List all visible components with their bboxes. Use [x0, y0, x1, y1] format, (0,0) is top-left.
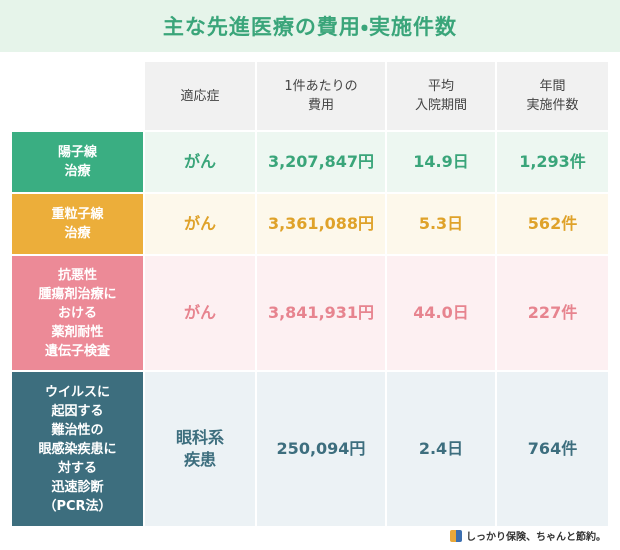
- logo-text: しっかり保険、ちゃんと節約。: [466, 532, 606, 543]
- table-cell-line: 5.3日: [418, 214, 464, 233]
- table-cell-line: がん: [183, 303, 216, 322]
- row-label: 重粒子線 治療: [12, 194, 143, 254]
- table-cell-line: 1,293件: [519, 152, 586, 171]
- table-cell: 3,841,931円: [257, 256, 385, 370]
- table-cell: 3,207,847円: [257, 132, 385, 192]
- row-label-line: 眼感染疾患に: [38, 441, 117, 457]
- table-cell: 44.0日: [387, 256, 495, 370]
- row-label: 抗悪性腫瘍剤治療に おける薬剤耐性遺伝子検査: [12, 256, 143, 370]
- header-cell: 年間 実施件数: [497, 62, 608, 130]
- row-label-line: 起因する: [51, 403, 104, 419]
- table-cell-line: 250,094円: [276, 439, 366, 458]
- row-label-line: 難治性の: [51, 422, 104, 438]
- table-cell-line: 764件: [527, 439, 578, 458]
- table-cell-line: 眼科系: [175, 428, 224, 447]
- table-cell-line: 疾患: [183, 450, 216, 469]
- table-cell-line: 14.9日: [413, 152, 469, 171]
- table-cell-line: 2.4日: [418, 439, 464, 458]
- table-cell-line: 44.0日: [413, 303, 469, 322]
- row-label-line: 治療: [64, 164, 91, 179]
- header-cell-line: 実施件数: [526, 98, 579, 113]
- table-cell: 1,293件: [497, 132, 608, 192]
- title: 主な先進医療の費用・実施件数: [0, 0, 620, 52]
- header-cell-line: 入院期間: [414, 98, 467, 113]
- table-cell: 250,094円: [257, 372, 385, 526]
- table-cell: 3,361,088円: [257, 194, 385, 254]
- table-cell-line: 227件: [527, 303, 578, 322]
- header-cell: 適応症: [145, 62, 255, 130]
- logo: しっかり保険、ちゃんと節約。: [450, 528, 606, 543]
- header-cell-line: 適応症: [180, 88, 220, 104]
- table-cell: がん: [145, 132, 255, 192]
- table-cell: 562件: [497, 194, 608, 254]
- row-label-line: 治療: [64, 226, 91, 241]
- row-label-line: 腫瘍剤治療に: [38, 286, 117, 302]
- row-label-line: （PCR法）: [43, 498, 112, 514]
- row-label-line: 薬剤耐性: [51, 324, 104, 340]
- table-cell: がん: [145, 256, 255, 370]
- row-label-line: おける: [57, 305, 97, 321]
- table-cell: 眼科系 疾患: [145, 372, 255, 526]
- table-cell: がん: [145, 194, 255, 254]
- table-cell-line: 562件: [527, 214, 578, 233]
- table-cell: 764件: [497, 372, 608, 526]
- table-cell-line: 3,207,847円: [267, 152, 375, 171]
- header-cell-line: 平均: [427, 79, 454, 94]
- row-label: ウイルスに起因する難治性の眼感染疾患に 対する迅速診断 （PCR法）: [12, 372, 143, 526]
- row-label-line: 重粒子線: [51, 207, 104, 222]
- table-cell-line: がん: [183, 152, 216, 171]
- row-label-line: 迅速診断: [51, 479, 104, 495]
- table-cell-line: がん: [183, 214, 216, 233]
- table-cell: 227件: [497, 256, 608, 370]
- row-label-line: 陽子線: [57, 145, 97, 160]
- table-cell: 5.3日: [387, 194, 495, 254]
- table-cell: 14.9日: [387, 132, 495, 192]
- header-cell-line: 費用: [307, 98, 334, 113]
- row-label: 陽子線 治療: [12, 132, 143, 192]
- row-label-line: 対する: [57, 460, 97, 476]
- row-label-line: ウイルスに: [44, 384, 110, 400]
- row-label-line: 遺伝子検査: [44, 343, 110, 359]
- row-label-line: 抗悪性: [57, 267, 97, 283]
- header-cell: 平均 入院期間: [387, 62, 495, 130]
- header-cell: 1件あたりの 費用: [257, 62, 385, 130]
- logo-icon: [450, 529, 462, 542]
- table-cell: 2.4日: [387, 372, 495, 526]
- table-cell-line: 3,361,088円: [267, 214, 375, 233]
- header-cell-line: 年間: [539, 79, 566, 94]
- header-cell-line: 1件あたりの: [284, 79, 358, 94]
- table-cell-line: 3,841,931円: [267, 303, 375, 322]
